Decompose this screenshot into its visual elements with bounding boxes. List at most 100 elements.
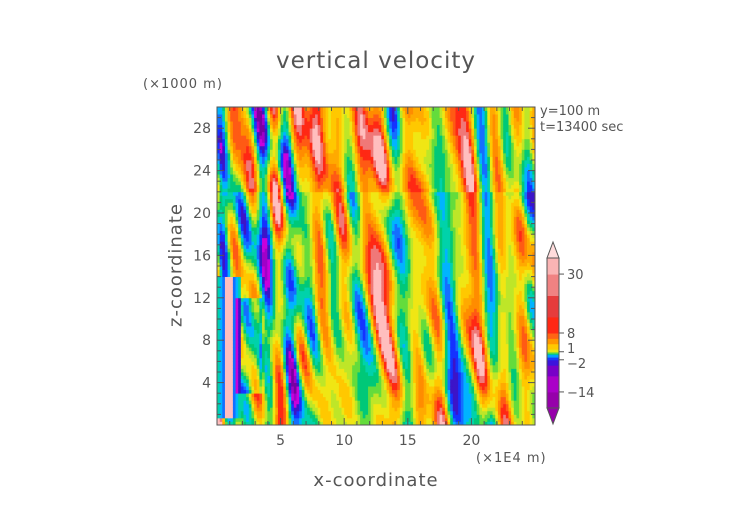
field-cell (293, 188, 297, 193)
field-cell (238, 223, 242, 228)
field-cell (325, 322, 329, 327)
field-cell (232, 128, 236, 133)
field-cell (283, 315, 287, 320)
field-cell (357, 266, 361, 270)
field-cell (346, 241, 350, 246)
field-cell (338, 160, 342, 164)
field-cell (246, 163, 250, 168)
field-cell (299, 375, 303, 380)
field-cell (312, 382, 316, 387)
field-cell (232, 142, 236, 147)
field-cell (280, 333, 284, 338)
field-cell (344, 128, 348, 133)
field-cell (349, 403, 353, 408)
field-cell (275, 198, 279, 203)
field-cell (293, 216, 297, 221)
field-cell (254, 145, 258, 150)
field-cell (328, 393, 332, 398)
field-cell (357, 213, 361, 217)
field-cell (280, 248, 284, 253)
field-cell (307, 114, 311, 118)
field-cell (270, 191, 274, 196)
field-cell (240, 386, 244, 391)
field-cell (299, 304, 303, 309)
field-cell (354, 283, 358, 288)
field-cell (262, 329, 266, 334)
field-cell (275, 336, 279, 341)
field-cell (285, 177, 289, 182)
field-cell (344, 251, 348, 256)
field-cell (227, 195, 231, 200)
field-cell (296, 227, 300, 232)
field-cell (304, 375, 308, 380)
field-cell (267, 354, 271, 359)
field-cell (217, 135, 221, 140)
field-cell (354, 160, 358, 164)
field-cell (275, 350, 279, 355)
field-cell (259, 315, 263, 320)
field-cell (235, 138, 239, 143)
field-cell (222, 403, 226, 408)
field-cell (224, 188, 228, 193)
field-cell (277, 110, 281, 115)
field-cell (232, 184, 236, 189)
field-cell (270, 202, 274, 207)
field-cell (323, 230, 327, 235)
field-cell (328, 145, 332, 150)
field-cell (251, 396, 255, 401)
field-cell (312, 255, 316, 260)
field-cell (285, 329, 289, 334)
field-cell (270, 251, 274, 256)
field-cell (357, 255, 361, 260)
field-cell (222, 163, 226, 168)
field-cell (219, 230, 223, 235)
field-cell (304, 308, 308, 313)
field-cell (344, 333, 348, 338)
field-cell (296, 138, 300, 143)
field-cell (254, 124, 258, 129)
field-cell (291, 266, 295, 270)
field-cell (341, 149, 345, 154)
field-cell (346, 160, 350, 164)
field-cell (299, 414, 303, 419)
field-cell (317, 184, 321, 189)
field-cell (341, 326, 345, 330)
field-cell (296, 258, 300, 263)
field-cell (312, 244, 316, 249)
field-cell (346, 258, 350, 263)
field-cell (341, 198, 345, 203)
field-cell (352, 421, 356, 426)
field-cell (254, 181, 258, 186)
field-cell (267, 386, 271, 391)
field-cell (320, 152, 324, 157)
field-cell (309, 354, 313, 359)
field-cell (243, 209, 247, 214)
field-cell (320, 283, 324, 288)
field-cell (248, 138, 252, 143)
field-cell (285, 389, 289, 394)
field-cell (235, 400, 239, 405)
field-cell (275, 131, 279, 136)
field-cell (291, 128, 295, 133)
field-cell (262, 350, 266, 355)
field-cell (224, 216, 228, 221)
field-cell (256, 364, 260, 369)
field-cell (344, 237, 348, 242)
field-cell (283, 114, 287, 118)
field-cell (251, 421, 255, 426)
field-cell (341, 216, 345, 221)
field-cell (243, 297, 247, 302)
field-cell (344, 273, 348, 277)
field-cell (338, 110, 342, 115)
field-cell (357, 156, 361, 161)
field-cell (352, 152, 356, 157)
field-cell (309, 258, 313, 263)
field-cell (323, 319, 327, 323)
field-cell (341, 177, 345, 182)
field-cell (338, 107, 342, 111)
field-cell (309, 329, 313, 334)
field-cell (262, 343, 266, 348)
field-cell (288, 117, 292, 122)
field-cell (235, 191, 239, 196)
field-cell (280, 350, 284, 355)
